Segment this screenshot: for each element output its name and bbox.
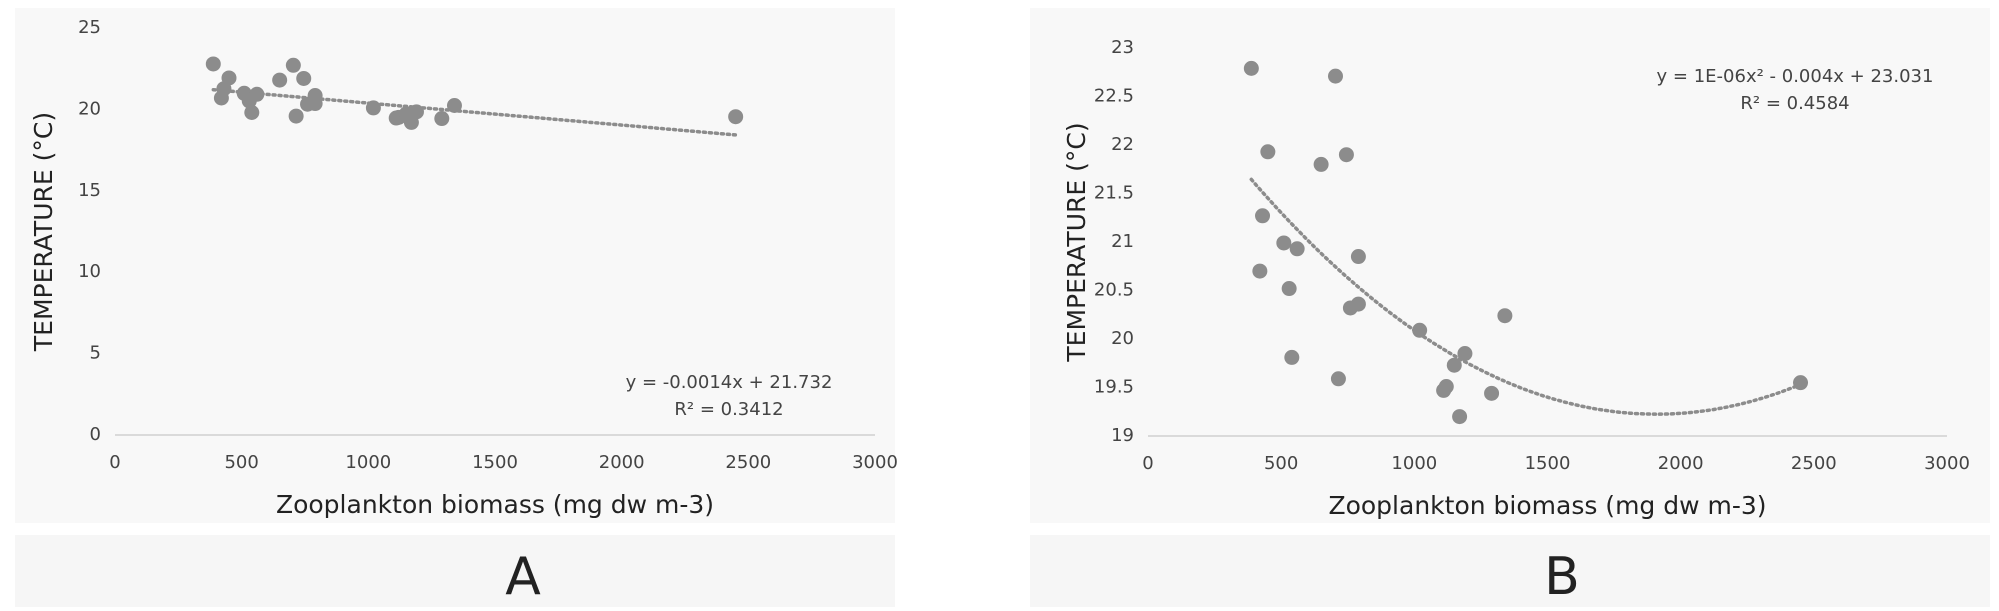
y-tick-label: 21 [1111,231,1134,252]
data-point [1284,349,1300,365]
x-tick-label: 2000 [1658,453,1704,474]
r-squared: R² = 0.3412 [674,399,783,420]
data-point [446,97,462,113]
label-background [1030,535,1990,607]
data-point [1484,385,1500,401]
x-tick-label: 500 [1264,453,1298,474]
data-point [365,100,381,116]
x-tick-label: 500 [224,452,258,473]
trend-equation: y = -0.0014x + 21.732 [626,372,833,393]
label-background [15,535,895,607]
data-point [1350,296,1366,312]
data-point [1281,281,1297,297]
data-point [1350,249,1366,265]
data-point [1457,346,1473,362]
data-point [288,108,304,124]
x-tick-label: 1000 [345,452,391,473]
y-tick-label: 25 [78,17,101,38]
x-tick-label: 2000 [599,452,645,473]
x-tick-label: 2500 [725,452,771,473]
y-axis-title: TEMPERATURE (°C) [1062,122,1091,362]
data-point [434,111,450,127]
r-squared: R² = 0.4584 [1740,93,1849,114]
data-point [728,109,744,125]
data-point [408,104,424,120]
y-tick-label: 5 [90,343,101,364]
panel-label: B [1544,547,1580,607]
panel-label: A [505,547,541,607]
y-tick-label: 10 [78,261,101,282]
data-point [307,88,323,104]
data-point [244,104,260,120]
data-point [1412,322,1428,338]
x-axis-title: Zooplankton biomass (mg dw m-3) [276,490,714,519]
data-point [1338,147,1354,163]
data-point [1255,208,1271,224]
x-axis-title: Zooplankton biomass (mg dw m-3) [1328,491,1766,520]
data-point [296,70,312,86]
data-point [1438,379,1454,395]
x-tick-label: 1000 [1391,453,1437,474]
panel-background [15,8,895,523]
data-point [1330,371,1346,387]
x-tick-label: 2500 [1791,453,1837,474]
data-point [1327,68,1343,84]
data-point [1252,263,1268,279]
y-tick-label: 19 [1111,425,1134,446]
x-tick-label: 1500 [472,452,518,473]
data-point [1497,308,1513,324]
y-tick-label: 21.5 [1094,183,1134,204]
data-point [272,72,288,88]
data-point [285,57,301,73]
trend-equation: y = 1E-06x² - 0.004x + 23.031 [1657,66,1934,87]
y-tick-label: 20.5 [1094,280,1134,301]
data-point [249,86,265,102]
x-tick-label: 3000 [852,452,898,473]
y-tick-label: 15 [78,180,101,201]
data-point [1243,60,1259,76]
y-tick-label: 19.5 [1094,377,1134,398]
data-point [1446,357,1462,373]
y-axis-title: TEMPERATURE (°C) [29,112,58,352]
data-point [1313,156,1329,172]
y-tick-label: 20 [78,98,101,119]
trendline [211,87,738,137]
y-tick-label: 22.5 [1094,86,1134,107]
data-point [221,70,237,86]
x-tick-label: 0 [109,452,120,473]
y-tick-label: 23 [1111,37,1134,58]
x-tick-label: 0 [1142,453,1153,474]
data-point [205,56,221,72]
x-tick-label: 1500 [1525,453,1571,474]
y-tick-label: 22 [1111,134,1134,155]
data-point [1276,235,1292,251]
panel-background [1030,8,1990,523]
y-tick-label: 0 [90,424,101,445]
trendline [1249,177,1803,416]
x-tick-label: 3000 [1924,453,1970,474]
data-point [1289,241,1305,257]
data-point [1452,409,1468,425]
data-point [1260,144,1276,160]
data-point [1793,375,1809,391]
y-tick-label: 20 [1111,328,1134,349]
